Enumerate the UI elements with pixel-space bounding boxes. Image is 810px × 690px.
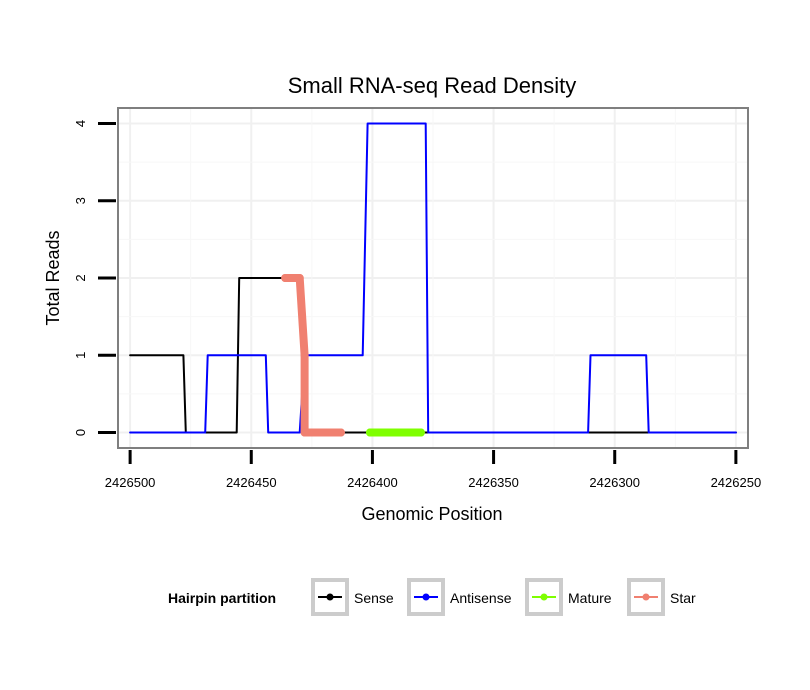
x-tick-label: 2426500 [105,475,156,490]
y-tick-label: 2 [73,274,88,281]
legend-label-mature: Mature [568,590,612,606]
plot-panel-border [117,107,749,449]
x-tick-label: 2426250 [711,475,762,490]
y-axis: 0 1 2 3 4 [73,120,116,436]
x-axis-label: Genomic Position [361,504,502,524]
legend-point-antisense [422,593,430,601]
x-tick-label: 2426450 [226,475,277,490]
legend: Hairpin partition Sense Antisense Mature St… [168,578,696,616]
x-tick-label: 2426300 [589,475,640,490]
legend-label-antisense: Antisense [450,590,512,606]
legend-point-star [642,593,650,601]
star-point [336,428,345,437]
grid [118,108,748,448]
chart-title: Small RNA-seq Read Density [288,73,577,98]
series-layer [129,122,737,437]
y-tick-label: 4 [73,120,88,127]
x-axis: 2426500 2426450 2426400 2426350 2426300 24262… [105,450,761,490]
star-point [300,351,309,360]
y-tick-label: 1 [73,352,88,359]
mature-point [416,428,425,437]
star-point [281,274,290,282]
legend-label-star: Star [670,590,696,606]
y-tick-label: 0 [73,429,88,436]
y-axis-label: Total Reads [43,230,63,325]
x-tick-label: 2426350 [468,475,519,490]
y-tick-label: 3 [73,197,88,204]
mature-point [366,428,374,437]
star-point [300,428,309,437]
antisense-line [129,122,737,434]
legend-point-sense [326,593,334,601]
star-point [295,274,304,282]
legend-title: Hairpin partition [168,590,276,606]
legend-label-sense: Sense [354,590,394,606]
x-tick-label: 2426400 [347,475,398,490]
legend-point-mature [540,593,548,601]
